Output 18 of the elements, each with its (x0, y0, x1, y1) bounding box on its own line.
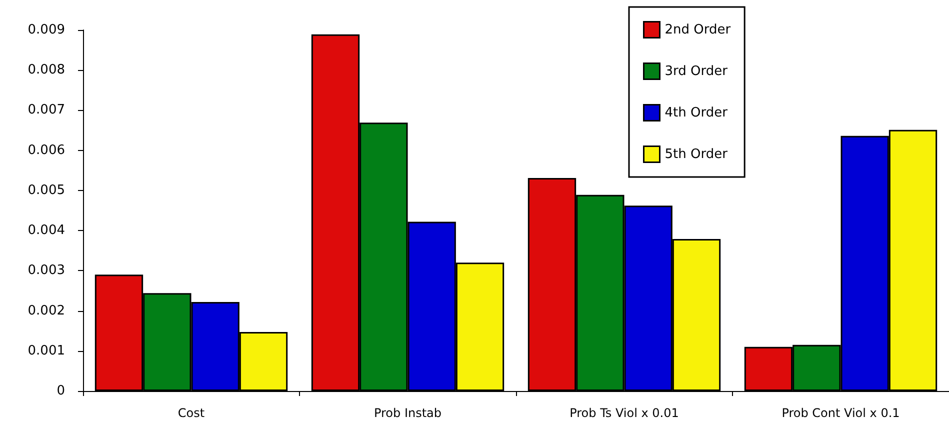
y-tick-label: 0 (56, 384, 65, 398)
x-tick-label: Prob Ts Viol x 0.01 (570, 406, 679, 420)
x-tick-label: Prob Instab (374, 406, 442, 420)
y-tick-label: 0.007 (28, 102, 65, 118)
x-tick-label: Cost (178, 406, 205, 420)
y-tick-label: 0.002 (28, 303, 65, 318)
y-tick-label: 0.006 (28, 142, 65, 158)
x-tick-label: Prob Cont Viol x 0.1 (782, 406, 900, 420)
legend-label: 5th Order (664, 146, 728, 162)
legend-label: 4th Order (664, 105, 728, 120)
y-tick-label: 0.001 (28, 343, 65, 358)
y-tick-label: 0.005 (28, 182, 65, 198)
y-tick-label: 0.009 (28, 22, 65, 38)
y-tick-label: 0.004 (28, 223, 65, 238)
legend-label: 2nd Order (664, 22, 732, 38)
legend-label: 3rd Order (664, 64, 728, 79)
y-tick-label: 0.003 (28, 263, 65, 278)
y-tick-label: 0.008 (28, 62, 65, 78)
